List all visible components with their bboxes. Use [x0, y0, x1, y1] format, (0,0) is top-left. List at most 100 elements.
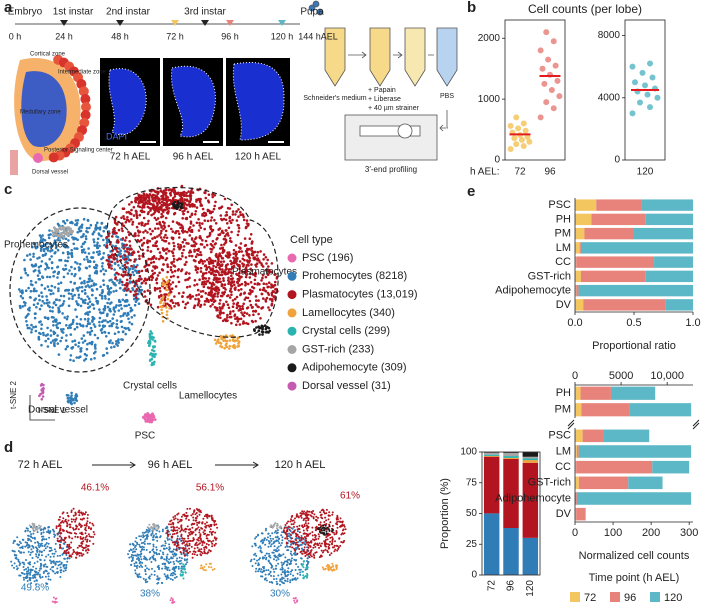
cell-dot: [83, 258, 86, 261]
cell-dot: [162, 221, 165, 224]
cell-dot: [79, 226, 82, 229]
cell-dot: [24, 546, 26, 548]
cell-dot: [45, 295, 48, 298]
cell-dot: [62, 303, 65, 306]
cell-dot: [211, 303, 214, 306]
cell-dot: [219, 227, 222, 230]
cell-dot: [174, 577, 176, 579]
cell-dot: [20, 276, 23, 279]
cell-dot: [116, 327, 119, 330]
cell-dot: [168, 523, 170, 525]
cell-dot: [178, 292, 181, 295]
cell-dot: [302, 537, 304, 539]
cell-dot: [213, 208, 216, 211]
cell-dot: [220, 218, 223, 221]
cell-dot: [152, 265, 155, 268]
cell-dot: [208, 266, 211, 269]
cell-dot: [277, 524, 279, 526]
cell-dot: [113, 282, 116, 285]
cell-dot: [326, 509, 328, 511]
cell-dot: [165, 306, 168, 309]
cell-dot: [157, 577, 159, 579]
cell-dot: [325, 546, 327, 548]
cell-dot: [14, 551, 16, 553]
cell-dot: [63, 295, 66, 298]
cell-dot: [156, 223, 159, 226]
cell-dot: [187, 525, 189, 527]
cell-dot: [58, 540, 60, 542]
cell-dot: [135, 266, 138, 269]
cell-dot: [221, 205, 224, 208]
cell-dot: [200, 227, 203, 230]
cell-dot: [71, 273, 74, 276]
cell-dot: [41, 545, 43, 547]
cell-dot: [271, 582, 273, 584]
cell-dot: [260, 547, 262, 549]
cell-dot: [324, 517, 326, 519]
cell-dot: [209, 305, 212, 308]
cell-dot: [33, 523, 35, 525]
cell-dot: [59, 340, 62, 343]
cell-dot: [250, 304, 253, 307]
cell-dot: [88, 527, 90, 529]
cell-dot: [34, 530, 36, 532]
cell-dot: [62, 547, 64, 549]
cell-dot: [57, 342, 60, 345]
cell-dot: [200, 551, 202, 553]
cell-dot: [170, 299, 173, 302]
cell-dot: [170, 194, 173, 197]
cell-dot: [140, 553, 142, 555]
cell-dot: [187, 302, 190, 305]
cell-dot: [128, 304, 131, 307]
cell-dot: [290, 534, 292, 536]
cell-dot: [139, 214, 142, 217]
cell-dot: [43, 566, 45, 568]
cell-dot: [226, 314, 229, 317]
time-label: 144 hAEL: [298, 31, 338, 41]
cell-dot: [37, 274, 40, 277]
cell-dot: [259, 317, 262, 320]
cell-dot: [76, 326, 79, 329]
cell-dot: [91, 294, 94, 297]
cell-dot: [33, 304, 36, 307]
cell-dot: [121, 326, 124, 329]
cell-dot: [136, 562, 138, 564]
cell-dot: [211, 534, 213, 536]
cell-dot: [227, 294, 230, 297]
cell-dot: [172, 553, 174, 555]
cell-dot: [85, 549, 87, 551]
cell-dot: [249, 293, 252, 296]
cell-dot: [211, 211, 214, 214]
cell-dot: [172, 516, 174, 518]
cell-dot: [75, 300, 78, 303]
cell-dot: [75, 528, 77, 530]
cell-dot: [150, 304, 153, 307]
cell-dot: [134, 258, 137, 261]
cell-dot: [28, 535, 30, 537]
cell-dot: [147, 246, 150, 249]
cell-dot: [32, 533, 34, 535]
cell-dot: [213, 301, 216, 304]
cell-dot: [36, 527, 38, 529]
cell-dot: [101, 291, 104, 294]
cell-dot: [62, 529, 64, 531]
cell-dot: [170, 276, 173, 279]
cell-dot: [161, 298, 164, 301]
cell-dot: [48, 543, 50, 545]
cell-dot: [180, 551, 182, 553]
cell-dot: [207, 280, 210, 283]
cell-dot: [48, 575, 50, 577]
cell-dot: [98, 308, 101, 311]
cell-dot: [50, 561, 52, 563]
cell-dot: [137, 251, 140, 254]
cell-dot: [93, 317, 96, 320]
cell-dot: [210, 550, 212, 552]
cell-dot: [35, 555, 37, 557]
cell-dot: [212, 246, 215, 249]
cell-dot: [212, 282, 215, 285]
cell-dot: [156, 575, 158, 577]
cell-dot: [78, 266, 81, 269]
cell-dot: [117, 236, 120, 239]
cell-dot: [99, 317, 102, 320]
cell-dot: [74, 328, 77, 331]
